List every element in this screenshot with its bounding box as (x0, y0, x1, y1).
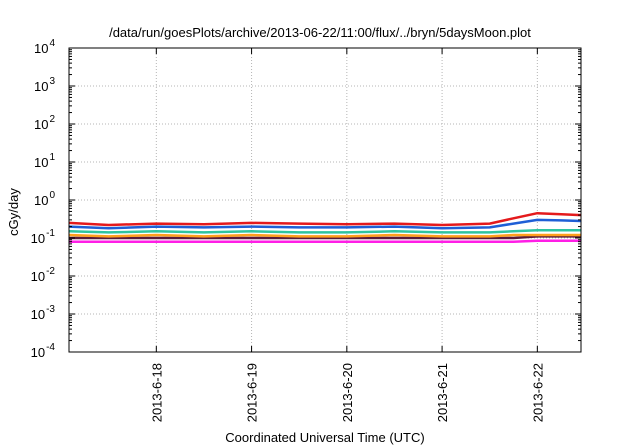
y-tick-label: 103 (34, 76, 55, 94)
y-tick-exponent: -3 (46, 304, 55, 315)
y-tick-exponent: 3 (49, 76, 55, 87)
x-tick-label: 2013-6-22 (530, 363, 545, 422)
y-tick-label: 10-4 (31, 342, 56, 360)
grid (69, 48, 581, 352)
x-axis-label: Coordinated Universal Time (UTC) (225, 430, 424, 445)
x-axis: 2013-6-18 2013-6-19 2013-6-20 2013-6-21 2013… (149, 48, 545, 422)
y-tick-label: 10-3 (31, 304, 56, 322)
y-tick-exponent: 1 (49, 152, 55, 163)
series-line (68, 211, 582, 227)
series-line (69, 239, 581, 243)
y-tick-exponent: -1 (46, 228, 55, 239)
y-tick-exponent: 2 (49, 114, 55, 125)
y-tick-label: 10-2 (31, 266, 56, 284)
x-tick-label: 2013-6-21 (435, 363, 450, 422)
y-tick-exponent: -2 (46, 266, 55, 277)
x-tick-label: 2013-6-20 (340, 363, 355, 422)
y-tick-label: 10-1 (31, 228, 56, 246)
y-tick-label: 100 (34, 190, 55, 208)
y-tick-exponent: 0 (49, 190, 55, 201)
y-tick-label: 101 (34, 152, 55, 170)
series-line (68, 218, 582, 230)
x-tick-label: 2013-6-18 (149, 363, 164, 422)
series-line (68, 233, 581, 238)
y-tick-exponent: 4 (49, 38, 55, 49)
chart-title: /data/run/goesPlots/archive/2013-06-22/1… (109, 25, 531, 40)
series-layer (68, 211, 582, 243)
series-line (68, 228, 581, 234)
y-tick-exponent: -4 (46, 342, 55, 353)
y-tick-label: 102 (34, 114, 55, 132)
series-line (69, 235, 581, 240)
y-axis-label: cGy/day (6, 188, 21, 236)
y-tick-label: 104 (34, 38, 55, 56)
x-tick-label: 2013-6-19 (245, 363, 260, 422)
